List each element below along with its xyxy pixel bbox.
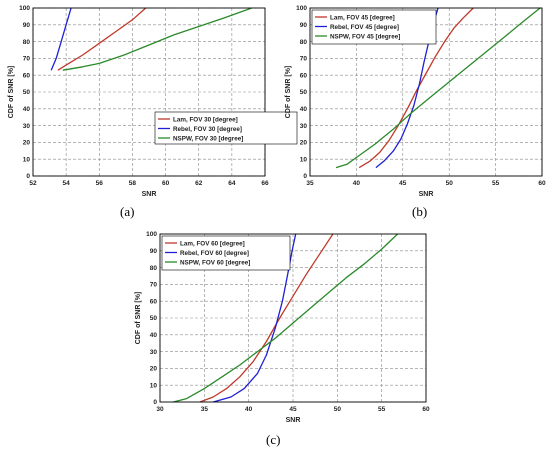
x-tick-label: 50 [334,406,342,413]
x-tick-label: 66 [261,180,269,187]
y-axis-label: CDF of SNR [%] [135,292,142,345]
axes-frame [32,7,266,177]
y-tick-label: 90 [300,22,308,29]
y-tick-label: 50 [23,89,31,96]
x-tick-label: 60 [538,180,546,187]
legend-label: Rebel, FOV 30 [degree] [173,126,242,133]
panel-caption-c: (c) [266,432,281,447]
axes-frame [159,233,427,403]
panel-caption-b: (b) [412,204,428,219]
x-tick-label: 62 [195,180,203,187]
y-tick-label: 30 [150,349,158,356]
y-tick-label: 40 [23,106,31,113]
y-tick-label: 70 [300,56,308,63]
axes-frame [309,7,543,177]
x-tick-label: 55 [492,180,500,187]
series-line-nspw [173,233,399,403]
y-tick-label: 80 [300,39,308,46]
x-tick-label: 45 [289,406,297,413]
x-tick-label: 54 [63,180,71,187]
y-tick-label: 90 [150,248,158,255]
x-axis-label: SNR [286,417,301,424]
legend: Lam, FOV 45 [degree] Rebel, FOV 45 [degre… [311,9,437,45]
legend: Lam, FOV 30 [degree] Rebel, FOV 30 [degre… [154,111,298,145]
y-tick-label: 80 [150,265,158,272]
legend-box [154,111,298,145]
legend-label: Lam, FOV 45 [degree] [330,14,395,21]
y-tick-label: 30 [300,123,308,130]
x-tick-label: 60 [162,180,170,187]
y-tick-label: 80 [23,39,31,46]
x-axis-label: SNR [142,191,157,198]
y-tick-label: 90 [23,22,31,29]
x-tick-label: 35 [201,406,209,413]
y-tick-label: 0 [153,399,157,406]
legend-label: Rebel, FOV 45 [degree] [330,24,399,31]
y-tick-label: 50 [300,89,308,96]
x-axis-label: SNR [419,191,434,198]
legend-label: Rebel, FOV 60 [degree] [180,250,249,257]
y-tick-label: 20 [23,140,31,147]
chart-panel-b: 35 40 45 50 55 60 0 10 20 30 40 50 60 70 80 90 100 SNR CDF… [285,5,546,198]
y-tick-label: 10 [300,156,308,163]
y-tick-label: 100 [146,231,157,238]
series-line-nspw [335,7,541,169]
x-tick-label: 64 [228,180,236,187]
legend-box [311,9,437,45]
y-tick-label: 100 [19,5,30,12]
legend-label: NSPW, FOV 60 [degree] [180,259,250,266]
x-tick-label: 30 [156,406,164,413]
x-tick-label: 52 [29,180,37,187]
series-line-rebel [50,7,72,71]
legend-label: Lam, FOV 30 [degree] [173,116,238,123]
y-tick-label: 100 [296,5,307,12]
y-tick-label: 10 [23,156,31,163]
x-tick-label: 56 [96,180,104,187]
y-tick-label: 10 [150,382,158,389]
y-tick-label: 40 [150,332,158,339]
series-line-nspw [62,7,252,71]
y-axis-label: CDF of SNR [%] [285,66,292,119]
y-tick-label: 0 [26,173,30,180]
x-tick-label: 45 [399,180,407,187]
y-tick-label: 60 [150,298,158,305]
series-line-lam [199,233,334,403]
x-tick-label: 50 [446,180,454,187]
y-tick-label: 50 [150,315,158,322]
x-tick-label: 40 [353,180,361,187]
y-tick-label: 60 [23,72,31,79]
y-tick-label: 70 [23,56,31,63]
legend: Lam, FOV 60 [degree] Rebel, FOV 60 [degre… [161,235,291,271]
legend-label: NSPW, FOV 30 [degree] [173,135,243,142]
legend-label: NSPW, FOV 45 [degree] [330,33,400,40]
x-tick-label: 35 [306,180,314,187]
y-tick-label: 20 [300,140,308,147]
y-axis-label: CDF of SNR [%] [8,66,15,119]
legend-label: Lam, FOV 60 [degree] [180,240,245,247]
chart-panel-a: 52 54 56 58 60 62 64 66 0 10 20 30 40 50 60 70 80 90 100 SN… [8,5,298,198]
chart-panel-c: 30 35 40 45 50 55 60 0 10 20 30 40 50 60 70 80 90 100 SNR C… [135,231,430,424]
x-tick-label: 60 [422,406,430,413]
x-tick-label: 55 [378,406,386,413]
y-tick-label: 30 [23,123,31,130]
series-line-lam [57,7,147,71]
x-tick-label: 58 [129,180,137,187]
y-tick-label: 70 [150,282,158,289]
y-tick-label: 20 [150,366,158,373]
y-tick-label: 40 [300,106,308,113]
panel-caption-a: (a) [120,204,135,219]
y-tick-label: 0 [303,173,307,180]
x-tick-label: 40 [245,406,253,413]
y-tick-label: 60 [300,72,308,79]
legend-box [161,235,291,271]
series-line-lam [358,7,474,169]
